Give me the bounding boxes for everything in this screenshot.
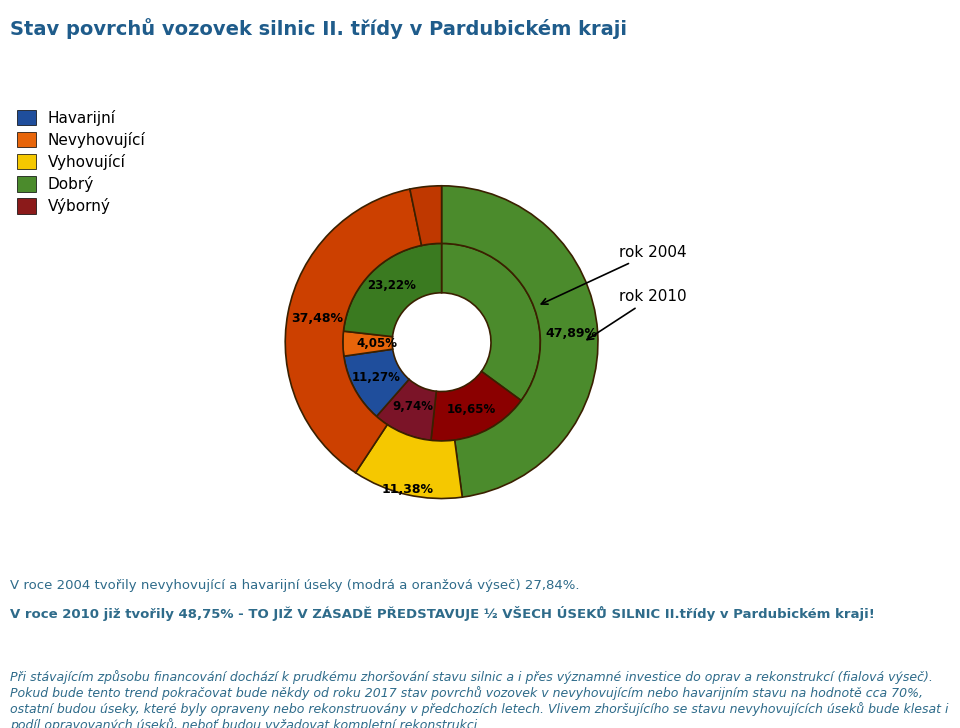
Wedge shape [285, 189, 421, 472]
Wedge shape [344, 349, 409, 416]
Wedge shape [343, 331, 393, 356]
Text: 23,22%: 23,22% [367, 280, 416, 292]
Text: Stav povrchů vozovek silnic II. třídy v Pardubickém kraji: Stav povrchů vozovek silnic II. třídy v … [10, 18, 627, 39]
Text: 4,05%: 4,05% [357, 336, 397, 349]
Text: 16,65%: 16,65% [446, 403, 496, 416]
Text: 9,74%: 9,74% [393, 400, 434, 414]
Wedge shape [431, 371, 521, 441]
Wedge shape [410, 186, 442, 245]
Wedge shape [376, 379, 436, 440]
Text: rok 2010: rok 2010 [587, 289, 687, 340]
Text: rok 2004: rok 2004 [541, 245, 687, 304]
Wedge shape [355, 424, 463, 499]
Text: 37,48%: 37,48% [291, 312, 343, 325]
Legend: Havarijní, Nevyhovující, Vyhovující, Dobrý, Výborný: Havarijní, Nevyhovující, Vyhovující, Dob… [17, 109, 146, 214]
Wedge shape [442, 243, 540, 400]
Text: V roce 2010 již tvořily 48,75% - TO JIŽ V ZÁSADĚ PŘEDSTAVUJE ½ VŠECH ÚSEKŮ SILNI: V roce 2010 již tvořily 48,75% - TO JIŽ … [10, 606, 875, 622]
Wedge shape [442, 186, 598, 497]
Text: 47,89%: 47,89% [545, 327, 597, 340]
Text: 11,38%: 11,38% [382, 483, 434, 496]
Text: Při stávajícím způsobu financování dochází k prudkému zhoršování stavu silnic a : Při stávajícím způsobu financování dochá… [10, 670, 948, 728]
Text: V roce 2004 tvořily nevyhovující a havarijní úseky (modrá a oranžová výseč) 27,8: V roce 2004 tvořily nevyhovující a havar… [10, 579, 579, 592]
Wedge shape [344, 243, 442, 336]
Text: 11,27%: 11,27% [352, 371, 401, 384]
